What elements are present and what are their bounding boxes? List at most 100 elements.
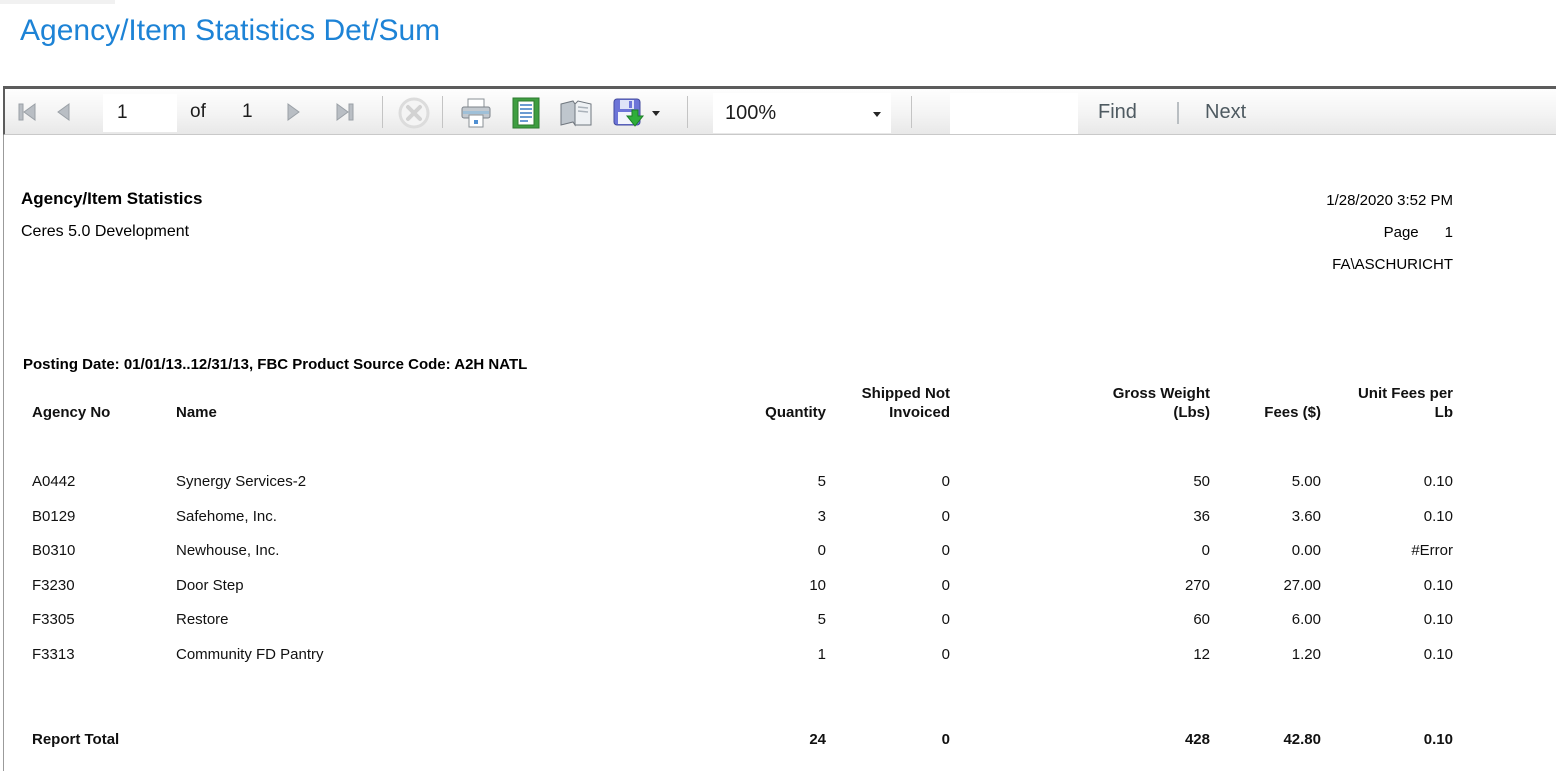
cell-fees: 3.60 (1291, 508, 1321, 525)
cell-shipped-not-invoiced: 0 (941, 577, 950, 594)
col-header-name: Name (176, 404, 217, 421)
page-title: Agency/Item Statistics Det/Sum (20, 14, 441, 47)
cell-fees: 5.00 (1291, 473, 1321, 490)
first-page-button[interactable] (16, 102, 38, 122)
cell-gross-weight: 0 (1201, 542, 1210, 559)
cell-fees: 1.20 (1291, 646, 1321, 663)
cell-name: Safehome, Inc. (176, 508, 277, 525)
total-quantity: 24 (809, 731, 826, 748)
cell-fees: 6.00 (1291, 611, 1321, 628)
toolbar-separator (382, 96, 383, 128)
cell-shipped-not-invoiced: 0 (941, 611, 950, 628)
first-page-icon (18, 103, 36, 121)
col-header-quantity: Quantity (765, 404, 826, 421)
col-header-fees: Fees ($) (1264, 404, 1321, 421)
cell-shipped-not-invoiced: 0 (941, 508, 950, 525)
cell-unit-fees: 0.10 (1423, 577, 1453, 594)
total-pages-label: 1 (242, 101, 253, 122)
cell-shipped-not-invoiced: 0 (941, 646, 950, 663)
table-row: F3313 Community FD Pantry 1 0 12 1.20 0.… (4, 646, 1453, 663)
report-title: Agency/Item Statistics (21, 189, 203, 208)
total-unit-fees: 0.10 (1423, 731, 1453, 748)
report-user: FA\ASCHURICHT (1332, 256, 1453, 273)
cell-agency-no: F3230 (32, 577, 75, 594)
col-header-agency-no: Agency No (32, 404, 111, 421)
report-viewer: of 1 (3, 86, 1556, 771)
cell-agency-no: A0442 (32, 473, 76, 490)
page-setup-icon (560, 100, 592, 127)
report-filter-line: Posting Date: 01/01/13..12/31/13, FBC Pr… (23, 356, 528, 373)
table-header-row: Agency No Name Quantity Shipped Not Invo… (4, 384, 1453, 422)
next-page-icon (287, 103, 300, 121)
of-label: of (190, 101, 206, 122)
report-datetime: 1/28/2020 3:52 PM (1326, 192, 1453, 209)
zoom-select[interactable]: 100% (713, 93, 891, 133)
report-total-label: Report Total (32, 731, 120, 748)
previous-page-button[interactable] (54, 102, 72, 122)
cancel-rendering-button[interactable] (397, 96, 431, 130)
cell-quantity: 5 (817, 611, 826, 628)
total-shipped-not-invoiced: 0 (941, 731, 950, 748)
cell-quantity: 3 (817, 508, 826, 525)
printer-icon (461, 98, 491, 128)
cell-unit-fees: 0.10 (1423, 473, 1453, 490)
next-page-button[interactable] (284, 102, 302, 122)
total-fees: 42.80 (1283, 731, 1321, 748)
report-page-value: 1 (1444, 224, 1453, 241)
table-row: A0442 Synergy Services-2 5 0 50 5.00 0.1… (4, 473, 1453, 490)
toolbar-separator (442, 96, 443, 128)
table-row: B0310 Newhouse, Inc. 0 0 0 0.00 #Error (4, 542, 1453, 559)
cell-name: Newhouse, Inc. (176, 542, 280, 559)
table-row: F3230 Door Step 10 0 270 27.00 0.10 (4, 577, 1453, 594)
cell-agency-no: B0129 (32, 508, 76, 525)
print-button[interactable] (460, 98, 492, 128)
table-row: B0129 Safehome, Inc. 3 0 36 3.60 0.10 (4, 508, 1453, 525)
toolbar-separator (911, 96, 912, 128)
zoom-value: 100% (725, 101, 777, 124)
find-next-button[interactable]: Next (1205, 101, 1247, 123)
cell-shipped-not-invoiced: 0 (941, 473, 950, 490)
cell-agency-no: F3305 (32, 611, 75, 628)
table-row: F3305 Restore 5 0 60 6.00 0.10 (4, 611, 1453, 628)
page-setup-button[interactable] (558, 98, 594, 128)
report-page: Agency/Item Statistics Ceres 5.0 Develop… (4, 135, 1556, 771)
cell-agency-no: B0310 (32, 542, 76, 559)
find-button[interactable]: Find (1098, 101, 1137, 123)
cell-unit-fees: 0.10 (1423, 646, 1453, 663)
report-page-label: Page (1383, 224, 1419, 241)
cell-name: Synergy Services-2 (176, 473, 307, 490)
zoom-dropdown-caret-icon (873, 112, 881, 117)
cell-name: Door Step (176, 577, 244, 594)
find-next-separator (1177, 102, 1179, 124)
cell-name: Restore (176, 611, 229, 628)
cell-unit-fees: 0.10 (1423, 611, 1453, 628)
last-page-button[interactable] (334, 102, 356, 122)
col-header-unit-fees: Unit Fees per Lb (1357, 385, 1453, 421)
cancel-icon (398, 97, 430, 129)
cell-fees: 27.00 (1283, 577, 1321, 594)
cell-fees: 0.00 (1291, 542, 1321, 559)
cell-agency-no: F3313 (32, 646, 75, 663)
cell-gross-weight: 50 (1193, 473, 1210, 490)
cell-shipped-not-invoiced: 0 (941, 542, 950, 559)
search-input[interactable] (950, 93, 1078, 134)
cell-unit-fees: #Error (1411, 542, 1453, 559)
cell-quantity: 10 (809, 577, 826, 594)
current-page-input[interactable] (103, 94, 177, 132)
cell-gross-weight: 270 (1184, 577, 1210, 594)
col-header-gross-weight: Gross Weight (Lbs) (1112, 385, 1210, 421)
report-subtitle: Ceres 5.0 Development (21, 223, 190, 240)
print-layout-button[interactable] (511, 97, 541, 129)
cell-quantity: 1 (817, 646, 826, 663)
cell-gross-weight: 36 (1193, 508, 1210, 525)
cell-name: Community FD Pantry (176, 646, 324, 663)
toolbar-separator (687, 96, 688, 128)
col-header-shipped-not-invoiced: Shipped Not Invoiced (861, 385, 950, 421)
previous-page-icon (57, 103, 70, 121)
window-edge-fragment (0, 0, 115, 4)
cell-gross-weight: 60 (1193, 611, 1210, 628)
report-viewer-toolbar: of 1 (3, 86, 1556, 135)
export-save-icon (613, 98, 645, 127)
export-button[interactable] (613, 97, 660, 129)
export-dropdown-caret-icon (652, 110, 660, 116)
